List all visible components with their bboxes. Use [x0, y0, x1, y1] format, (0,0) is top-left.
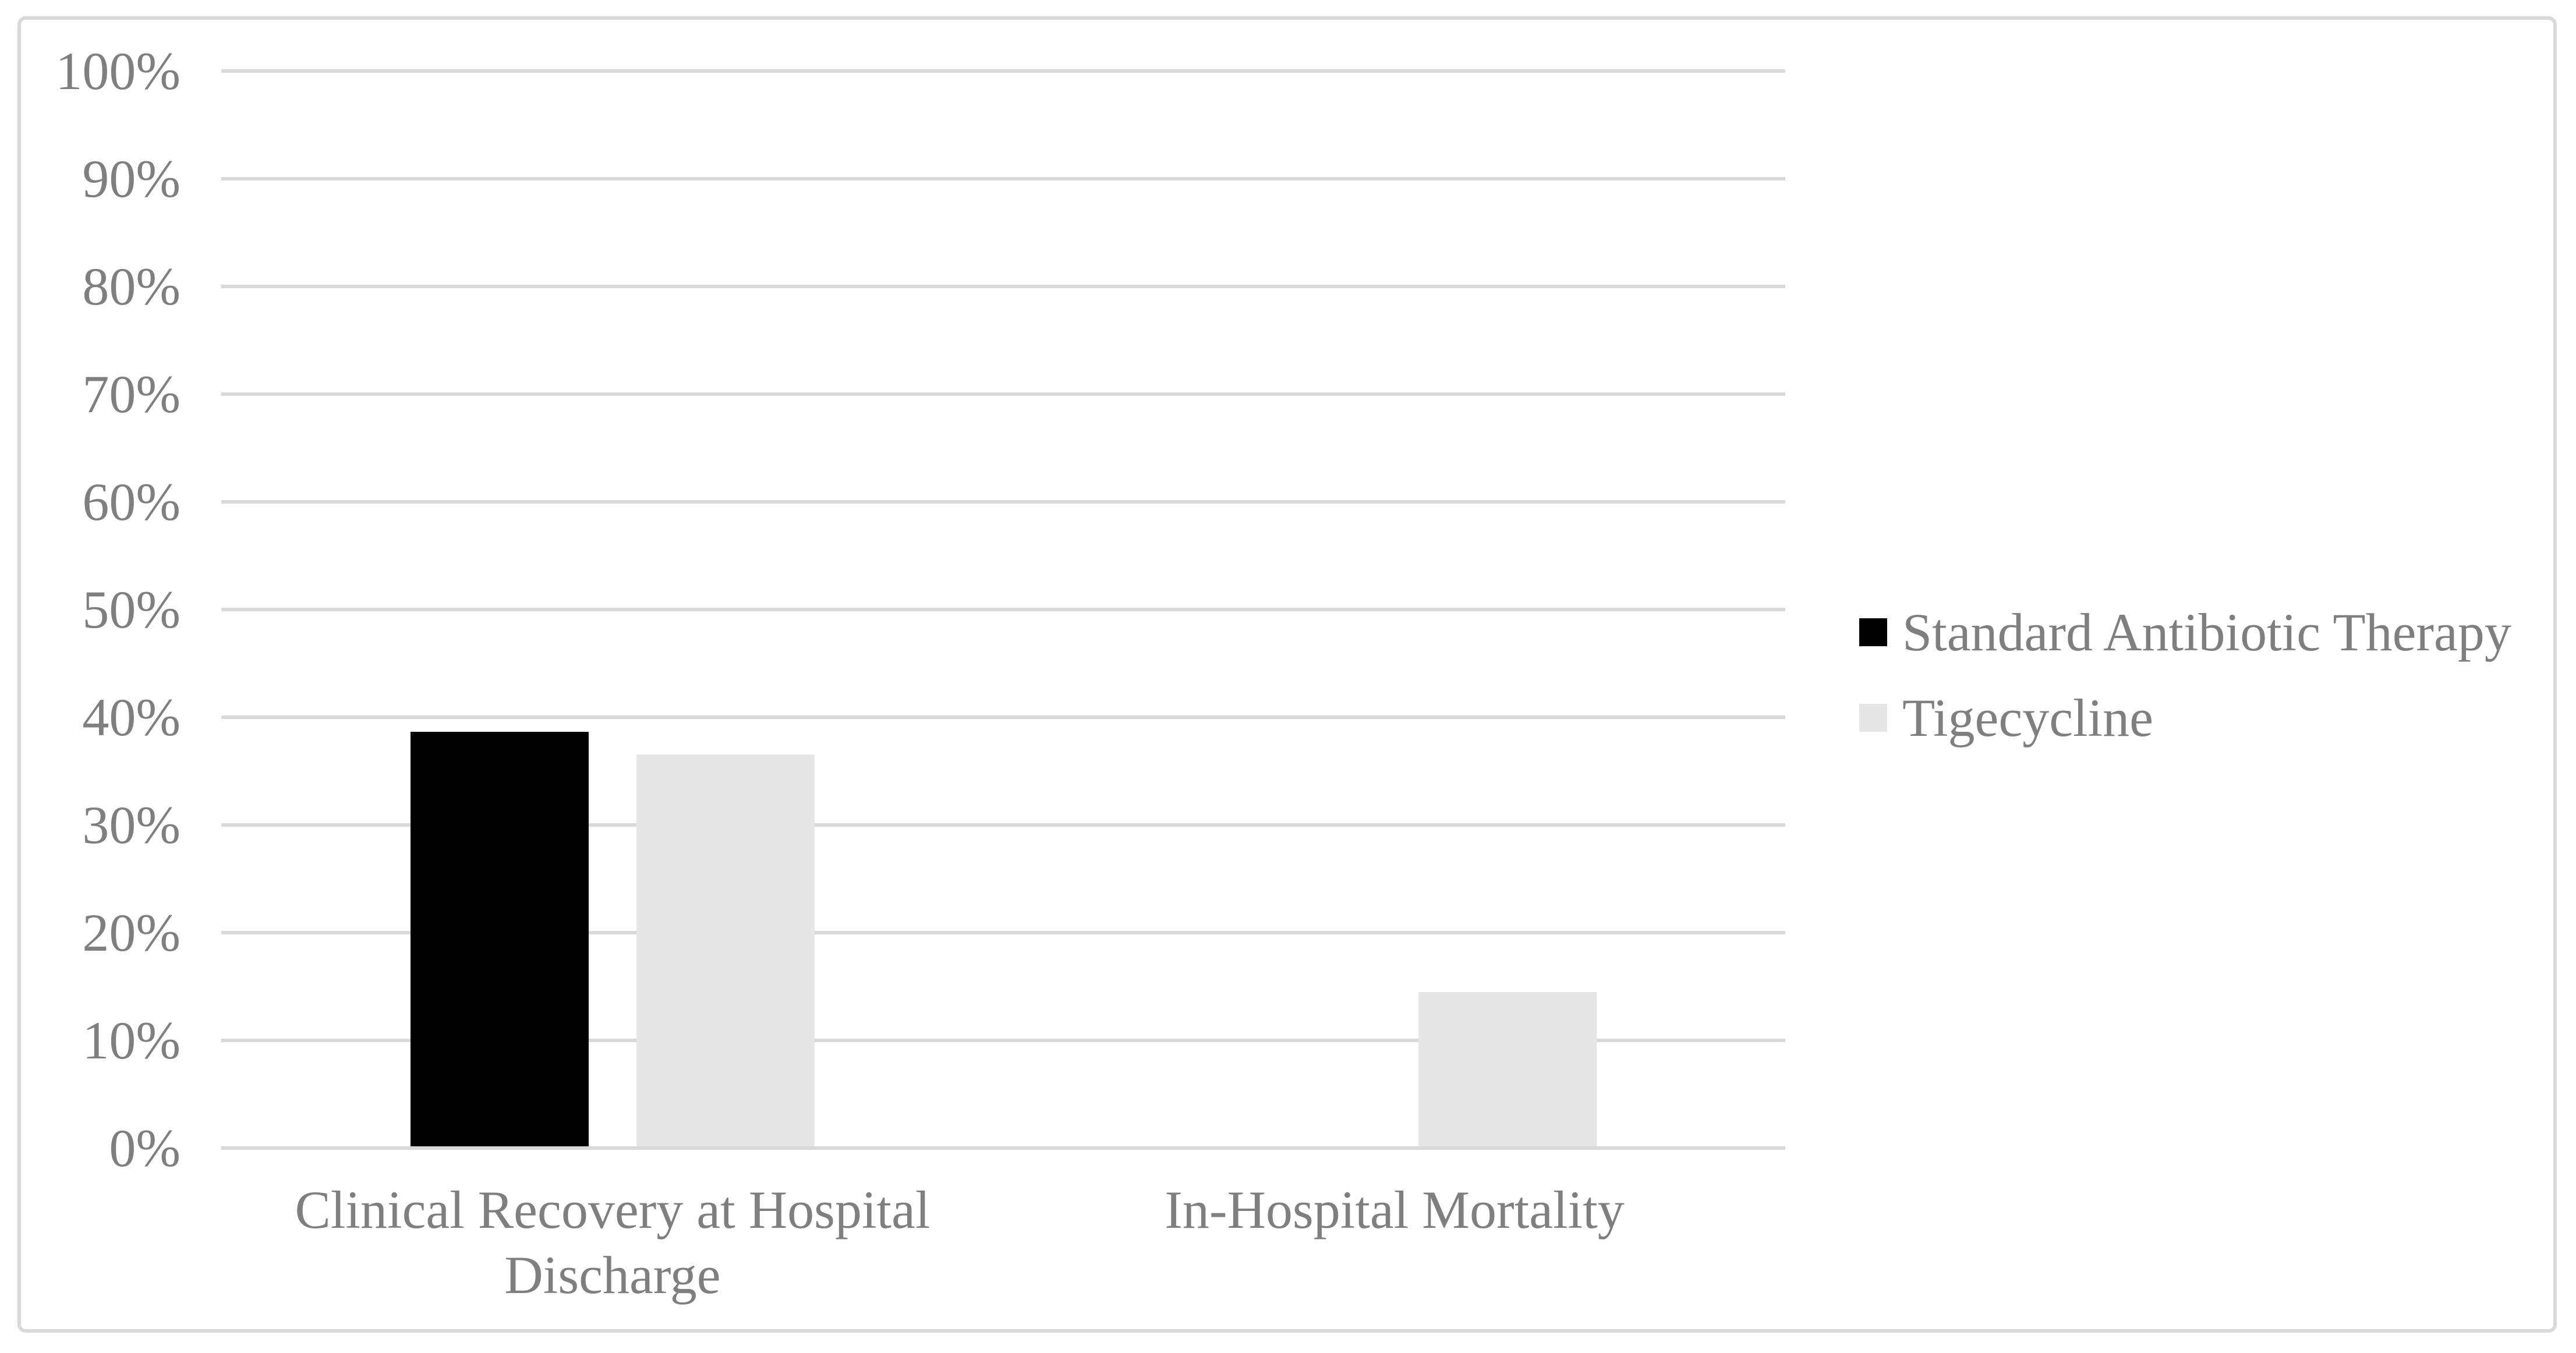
figure-frame — [17, 16, 2557, 1333]
legend-label-tigecycline: Tigecycline — [1902, 688, 2153, 748]
y-axis-tick-label: 30% — [82, 795, 181, 855]
gridline — [221, 931, 1785, 934]
bar-tigecycline-clinical-recovery-at-hospital-discharge — [636, 755, 815, 1146]
x-axis-category-label: In-Hospital Mortality — [1165, 1180, 1625, 1239]
gridline — [221, 823, 1785, 827]
y-axis-tick-label: 60% — [82, 472, 181, 532]
bar-tigecycline-in-hospital-mortality — [1418, 992, 1597, 1146]
gridline — [221, 285, 1785, 288]
y-axis-tick-label: 0% — [109, 1118, 181, 1178]
legend-label-standard-antibiotic-therapy: Standard Antibiotic Therapy — [1902, 603, 2511, 662]
gridline — [221, 69, 1785, 73]
bar-standard-antibiotic-therapy-clinical-recovery-at-hospital-discharge — [411, 732, 589, 1146]
y-axis-tick-label: 70% — [82, 364, 181, 424]
gridline — [221, 716, 1785, 719]
gridline — [221, 392, 1785, 396]
x-axis-category-label: Clinical Recovery at Hospital Discharge — [295, 1180, 930, 1305]
gridline — [221, 1039, 1785, 1042]
gridline — [221, 608, 1785, 611]
y-axis-tick-label: 90% — [82, 149, 181, 208]
y-axis-tick-label: 10% — [82, 1011, 181, 1070]
y-axis-tick-label: 40% — [82, 688, 181, 747]
legend-swatch-tigecycline — [1859, 704, 1887, 732]
y-axis-tick-label: 80% — [82, 257, 181, 316]
y-axis-tick-label: 20% — [82, 903, 181, 962]
legend-item-tigecycline: Tigecycline — [1859, 684, 2153, 752]
legend-swatch-standard-antibiotic-therapy — [1859, 618, 1887, 646]
gridline — [221, 1146, 1785, 1150]
y-axis-tick-label: 50% — [82, 580, 181, 639]
legend-item-standard-antibiotic-therapy: Standard Antibiotic Therapy — [1859, 598, 2511, 666]
gridline — [221, 177, 1785, 180]
gridline — [221, 500, 1785, 504]
y-axis-tick-label: 100% — [55, 41, 181, 101]
